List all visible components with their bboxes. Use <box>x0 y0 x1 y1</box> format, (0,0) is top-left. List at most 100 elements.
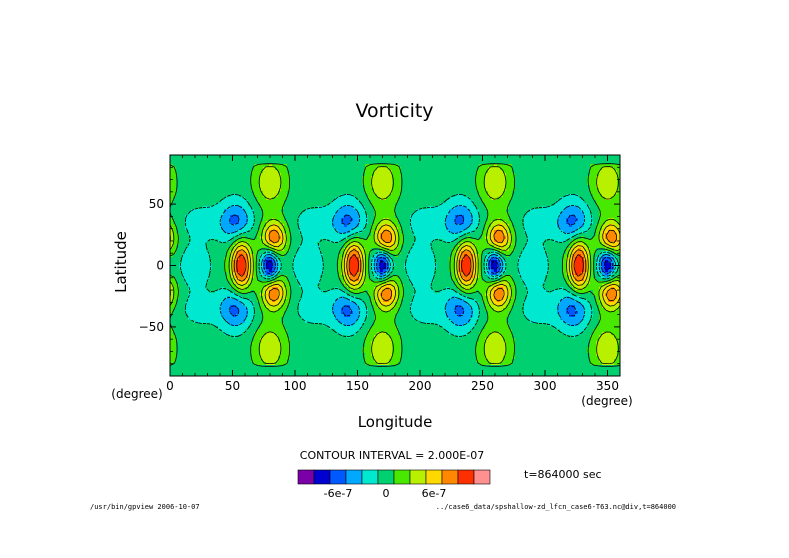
field-cell <box>269 248 273 252</box>
field-cell <box>491 206 495 210</box>
field-cell <box>293 203 297 207</box>
field-cell <box>296 191 300 195</box>
field-cell <box>248 155 252 159</box>
field-cell <box>458 227 462 231</box>
field-cell <box>182 233 186 237</box>
field-cell <box>479 236 483 240</box>
field-cell <box>275 170 279 174</box>
field-cell <box>188 233 192 237</box>
field-cell <box>323 227 327 231</box>
field-cell <box>305 230 309 234</box>
field-cell <box>545 248 549 252</box>
field-cell <box>233 173 237 177</box>
field-cell <box>452 176 456 180</box>
field-cell <box>347 155 351 159</box>
field-cell <box>257 245 261 249</box>
field-cell <box>365 248 369 252</box>
field-cell <box>494 188 498 192</box>
field-cell <box>185 248 189 252</box>
field-cell <box>569 233 573 237</box>
field-cell <box>308 233 312 237</box>
field-cell <box>401 227 405 231</box>
field-cell <box>575 218 579 222</box>
field-cell <box>452 164 456 168</box>
field-cell <box>353 185 357 189</box>
field-cell <box>197 230 201 234</box>
field-cell <box>560 158 564 162</box>
field-cell <box>257 179 261 183</box>
field-cell <box>443 164 447 168</box>
field-cell <box>314 215 318 219</box>
field-cell <box>413 203 417 207</box>
field-cell <box>572 215 576 219</box>
field-cell <box>503 215 507 219</box>
field-cell <box>389 182 393 186</box>
field-cell <box>410 194 414 198</box>
field-cell <box>488 218 492 222</box>
field-cell <box>476 227 480 231</box>
field-cell <box>467 188 471 192</box>
field-cell <box>260 239 264 243</box>
field-cell <box>569 251 573 255</box>
field-cell <box>263 254 267 258</box>
field-cell <box>563 194 567 198</box>
field-cell <box>209 206 213 210</box>
field-cell <box>326 155 330 159</box>
field-cell <box>602 200 606 204</box>
field-cell <box>566 215 570 219</box>
field-cell <box>194 236 198 240</box>
field-cell <box>608 194 612 198</box>
field-cell <box>473 200 477 204</box>
field-cell <box>200 245 204 249</box>
field-cell <box>572 206 576 210</box>
field-cell <box>545 206 549 210</box>
field-cell <box>236 221 240 225</box>
field-cell <box>218 236 222 240</box>
field-cell <box>254 161 258 165</box>
field-cell <box>485 185 489 189</box>
field-cell <box>218 251 222 255</box>
field-cell <box>428 242 432 246</box>
field-cell <box>542 251 546 255</box>
field-cell <box>506 197 510 201</box>
field-cell <box>542 182 546 186</box>
field-cell <box>428 218 432 222</box>
field-cell <box>575 197 579 201</box>
field-cell <box>593 164 597 168</box>
field-cell <box>359 200 363 204</box>
field-cell <box>308 173 312 177</box>
field-cell <box>365 239 369 243</box>
field-cell <box>296 221 300 225</box>
field-cell <box>458 194 462 198</box>
field-cell <box>326 209 330 213</box>
field-cell <box>173 200 177 204</box>
field-cell <box>317 203 321 207</box>
field-cell <box>257 173 261 177</box>
field-cell <box>527 212 531 216</box>
field-cell <box>512 176 516 180</box>
field-cell <box>212 251 216 255</box>
field-cell <box>377 182 381 186</box>
field-cell <box>209 194 213 198</box>
field-cell <box>590 200 594 204</box>
field-cell <box>440 155 444 159</box>
field-cell <box>401 173 405 177</box>
field-cell <box>377 218 381 222</box>
field-cell <box>533 203 537 207</box>
field-cell <box>530 239 534 243</box>
field-cell <box>200 155 204 159</box>
field-cell <box>509 221 513 225</box>
field-cell <box>452 209 456 213</box>
field-cell <box>545 191 549 195</box>
field-cell <box>272 194 276 198</box>
field-cell <box>299 248 303 252</box>
field-cell <box>263 218 267 222</box>
field-cell <box>194 242 198 246</box>
field-cell <box>350 206 354 210</box>
field-cell <box>587 209 591 213</box>
field-cell <box>536 197 540 201</box>
field-cell <box>536 212 540 216</box>
field-cell <box>596 218 600 222</box>
field-cell <box>605 209 609 213</box>
field-cell <box>215 194 219 198</box>
